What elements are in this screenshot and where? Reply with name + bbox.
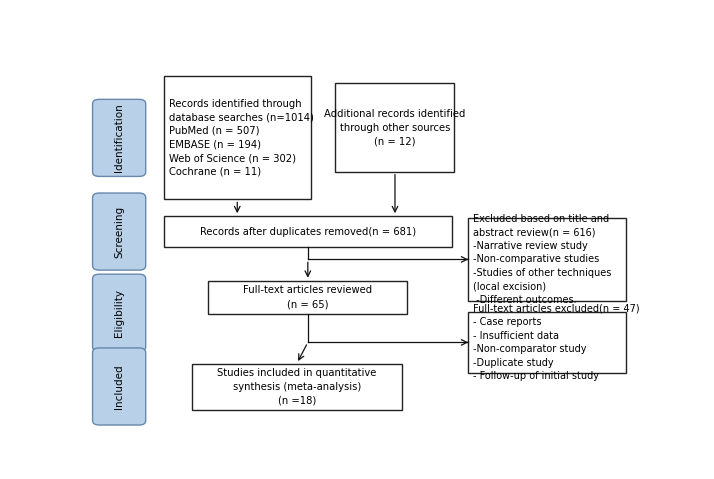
Text: Additional records identified
through other sources
(n = 12): Additional records identified through ot… [324, 109, 466, 146]
Text: Full-text articles reviewed
(n = 65): Full-text articles reviewed (n = 65) [243, 285, 373, 309]
FancyBboxPatch shape [93, 348, 146, 425]
FancyBboxPatch shape [468, 312, 626, 373]
FancyBboxPatch shape [93, 193, 146, 270]
FancyBboxPatch shape [93, 99, 146, 176]
Text: Full-text articles excluded(n = 47)
- Case reports
- Insufficient data
-Non-comp: Full-text articles excluded(n = 47) - Ca… [473, 303, 639, 381]
FancyBboxPatch shape [336, 83, 455, 172]
Text: Records identified through
database searches (n=1014)
PubMed (n = 507)
EMBASE (n: Records identified through database sear… [169, 99, 314, 177]
Text: Studies included in quantitative
synthesis (meta-analysis)
(n =18): Studies included in quantitative synthes… [217, 368, 376, 405]
Text: Excluded based on title and
abstract review(n = 616)
-Narrative review study
-No: Excluded based on title and abstract rev… [473, 214, 611, 305]
FancyBboxPatch shape [164, 216, 452, 248]
FancyBboxPatch shape [93, 274, 146, 351]
FancyBboxPatch shape [208, 281, 408, 314]
Text: Included: Included [114, 364, 124, 409]
FancyBboxPatch shape [164, 76, 311, 199]
FancyBboxPatch shape [191, 364, 402, 410]
Text: Eligibility: Eligibility [114, 289, 124, 337]
Text: Records after duplicates removed(n = 681): Records after duplicates removed(n = 681… [200, 227, 416, 237]
Text: Identification: Identification [114, 103, 124, 172]
Text: Screening: Screening [114, 205, 124, 258]
FancyBboxPatch shape [468, 218, 626, 301]
